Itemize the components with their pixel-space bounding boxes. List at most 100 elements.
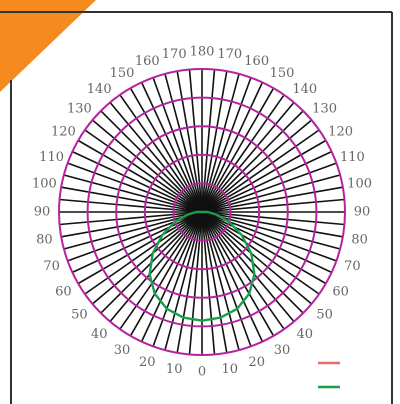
- spoke-line: [67, 162, 203, 213]
- spoke-line: [201, 101, 295, 213]
- angle-tick-label: 140: [292, 82, 317, 97]
- spoke-line: [201, 139, 327, 213]
- spoke-line: [201, 94, 285, 213]
- angle-tick-label: 60: [332, 285, 349, 300]
- angle-tick-label: 80: [36, 232, 53, 247]
- spoke-line: [201, 82, 264, 213]
- spoke-line: [84, 129, 203, 213]
- spoke-line: [63, 174, 203, 213]
- spoke-line: [84, 211, 203, 295]
- radial-rings: [58, 68, 346, 356]
- spoke-line: [201, 211, 252, 347]
- spoke-line: [201, 211, 240, 351]
- angle-tick-label: 40: [91, 327, 108, 342]
- radial-ring: [86, 96, 318, 328]
- radial-ring: [58, 68, 346, 356]
- corner-accent-triangle: [0, 0, 96, 92]
- spoke-line: [188, 211, 203, 355]
- angle-tick-label: 20: [139, 355, 156, 370]
- angle-tick-label: 50: [316, 307, 333, 322]
- spoke-line: [201, 211, 216, 355]
- spoke-line: [201, 77, 252, 213]
- angle-tick-label: 10: [222, 362, 239, 377]
- spoke-line: [77, 139, 203, 213]
- spoke-line: [59, 211, 203, 226]
- series-curve: [148, 210, 256, 322]
- spoke-line: [140, 82, 203, 213]
- angle-tick-label: 90: [34, 205, 51, 220]
- angle-tick-label: 110: [340, 150, 365, 165]
- angle-tick-label: 90: [354, 205, 371, 220]
- spoke-line: [201, 211, 313, 305]
- angle-tick-label: 160: [135, 54, 160, 69]
- angle-tick-label: 80: [351, 232, 368, 247]
- spoke-line: [91, 119, 203, 213]
- spoke-line: [100, 110, 203, 213]
- spoke-line: [164, 73, 203, 213]
- spoke-line: [201, 211, 343, 238]
- angle-tick-label: 170: [217, 47, 242, 62]
- spoke-line: [129, 87, 203, 213]
- radial-ring: [115, 125, 289, 299]
- spoke-line: [119, 94, 203, 213]
- spoke-line: [201, 211, 327, 285]
- spoke-line: [201, 211, 320, 295]
- spoke-line: [201, 129, 320, 213]
- spoke-line: [201, 211, 285, 330]
- angle-tick-label: 160: [244, 54, 269, 69]
- spoke-line: [91, 211, 203, 305]
- spoke-line: [201, 211, 228, 353]
- spoke-line: [72, 150, 203, 213]
- spoke-line: [201, 211, 295, 323]
- spoke-line: [201, 162, 337, 213]
- spoke-line: [201, 211, 345, 226]
- spoke-line: [109, 211, 203, 323]
- spoke-line: [201, 110, 304, 213]
- radial-ring: [143, 153, 261, 271]
- spoke-line: [188, 69, 203, 213]
- angle-tick-label: 40: [297, 327, 314, 342]
- spoke-line: [61, 211, 203, 238]
- angle-tick-labels: 0 10 2030405060708090100110120130140150160…: [32, 45, 372, 380]
- spoke-line: [129, 211, 203, 337]
- spoke-line: [201, 211, 332, 274]
- angle-tick-label: 120: [328, 125, 353, 140]
- angle-tick-label: 0: [198, 365, 206, 380]
- spoke-line: [201, 69, 216, 213]
- angle-tick-label: 100: [347, 177, 372, 192]
- spoke-line: [176, 71, 203, 213]
- spoke-line: [201, 73, 240, 213]
- series-curves: [148, 210, 256, 322]
- spoke-line: [63, 211, 203, 250]
- angle-tick-label: 150: [110, 66, 135, 81]
- angle-tick-label: 120: [51, 125, 76, 140]
- spoke-line: [201, 211, 264, 342]
- angle-tick-label: 70: [43, 259, 60, 274]
- spoke-line: [201, 119, 313, 213]
- spoke-line: [152, 211, 203, 347]
- spoke-line: [176, 211, 203, 353]
- angle-tick-label: 130: [312, 102, 337, 117]
- spoke-line: [201, 186, 343, 213]
- spoke-line: [201, 71, 228, 213]
- spoke-line: [201, 211, 275, 337]
- angle-tick-label: 140: [87, 82, 112, 97]
- angle-tick-label: 110: [39, 150, 64, 165]
- spoke-line: [109, 101, 203, 213]
- angle-tick-label: 180: [190, 45, 215, 60]
- angle-tick-label: 100: [32, 177, 57, 192]
- spoke-line: [201, 87, 275, 213]
- angle-tick-label: 30: [114, 343, 131, 358]
- angle-tick-label: 130: [67, 102, 92, 117]
- spoke-line: [59, 198, 203, 213]
- angle-tick-label: 70: [344, 259, 361, 274]
- angle-tick-label: 20: [248, 355, 265, 370]
- radial-ring: [172, 182, 232, 242]
- spoke-line: [201, 174, 341, 213]
- legend: [318, 361, 340, 389]
- spoke-line: [152, 77, 203, 213]
- angle-tick-label: 150: [270, 66, 295, 81]
- angle-tick-label: 10: [166, 362, 183, 377]
- spoke-line: [201, 198, 345, 213]
- angle-tick-label: 60: [55, 285, 72, 300]
